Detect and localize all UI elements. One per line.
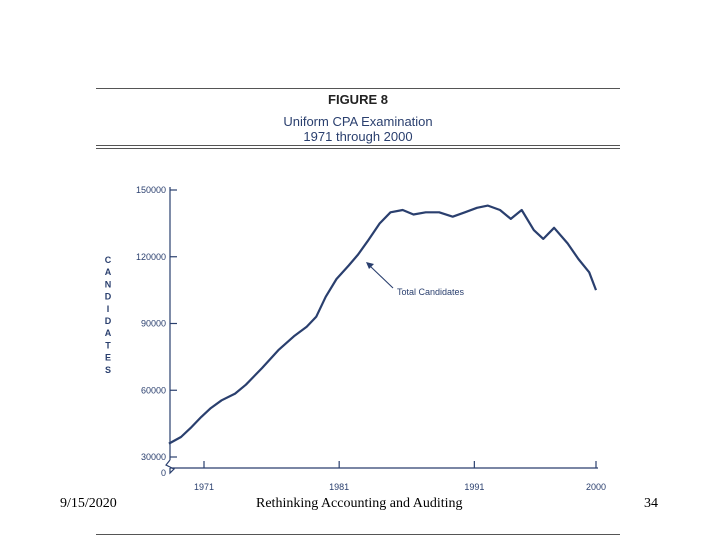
y-tick-label: 120000 xyxy=(136,252,166,262)
y-tick-label-zero: 0 xyxy=(161,468,166,478)
y-ticks: 150000 120000 90000 60000 30000 0 xyxy=(136,185,177,478)
bottom-rule xyxy=(96,534,620,535)
series-layer xyxy=(168,204,598,445)
chart-title-line1: Uniform CPA Examination xyxy=(283,114,433,129)
top-rule xyxy=(96,88,620,89)
title-rule-1 xyxy=(96,145,620,146)
title-rule-2 xyxy=(96,148,620,149)
y-tick-label: 30000 xyxy=(141,452,166,462)
annotation-label: Total Candidates xyxy=(397,287,465,297)
annotation-arrowhead xyxy=(366,262,374,269)
annotation-arrow-line xyxy=(369,265,394,289)
series-line-total-candidates xyxy=(168,204,598,445)
y-tick-label: 60000 xyxy=(141,385,166,395)
x-tick-label: 1971 xyxy=(194,482,214,492)
x-tick-label: 1981 xyxy=(329,482,349,492)
chart-title-line2: 1971 through 2000 xyxy=(303,129,413,144)
y-tick-label: 150000 xyxy=(136,185,166,195)
x-ticks: 1971 1981 1991 2000 xyxy=(194,461,606,492)
annotation-layer: Total Candidates xyxy=(366,262,465,297)
footer-title: Rethinking Accounting and Auditing xyxy=(256,496,463,511)
x-tick-label: 1991 xyxy=(464,482,484,492)
x-tick-label: 2000 xyxy=(586,482,606,492)
footer-date: 9/15/2020 xyxy=(60,496,117,511)
chart-title: Uniform CPA Examination 1971 through 200… xyxy=(96,114,620,144)
axis-break xyxy=(165,459,176,475)
slide-number: 34 xyxy=(644,496,658,511)
y-tick-label: 90000 xyxy=(141,319,166,329)
figure-label: FIGURE 8 xyxy=(328,92,388,107)
